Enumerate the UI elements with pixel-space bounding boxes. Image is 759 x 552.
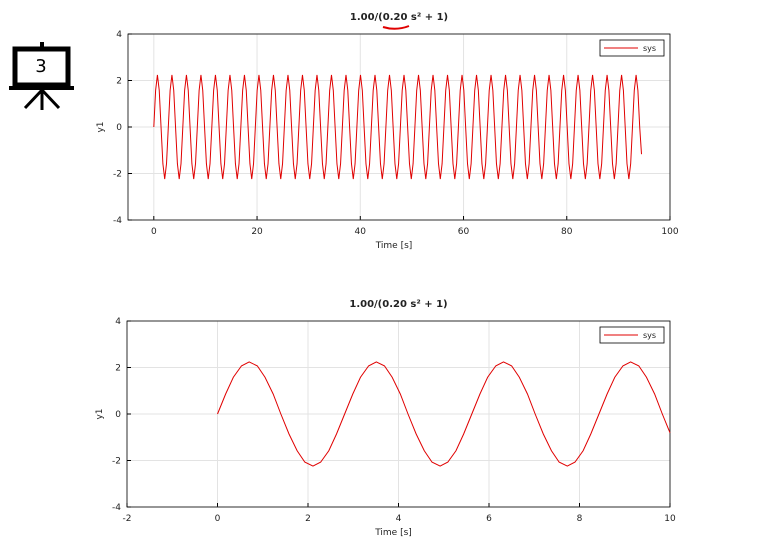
x-tick-label: 10 xyxy=(664,514,676,524)
x-axis-label: Time [s] xyxy=(375,241,413,251)
y-tick-label: 2 xyxy=(115,364,121,374)
y-axis-label: y1 xyxy=(96,121,106,132)
x-axis-label: Time [s] xyxy=(374,528,412,538)
icon-stand xyxy=(23,88,61,110)
y-tick-label: 0 xyxy=(116,123,122,133)
chart-title: 1.00/(0.20 s² + 1) xyxy=(349,299,447,310)
x-tick-label: 6 xyxy=(486,514,492,524)
x-tick-label: 20 xyxy=(251,227,263,237)
x-tick-label: 80 xyxy=(561,227,573,237)
x-tick-label: 100 xyxy=(661,227,678,237)
y-tick-label: 0 xyxy=(115,410,121,420)
y-tick-label: -2 xyxy=(112,457,121,467)
series-line xyxy=(217,361,671,467)
y-tick-label: -4 xyxy=(113,216,122,226)
series-line xyxy=(153,74,643,180)
annotation-underline xyxy=(382,25,410,30)
plot: 0 20 40 60 80 100 -4 -2 0 2 4 1.00/(0.20 s² + 1) Tim… xyxy=(96,12,679,251)
x-tick-label: 8 xyxy=(577,514,583,524)
x-tick-label: 2 xyxy=(305,514,311,524)
x-tick-label: 0 xyxy=(215,514,221,524)
y-tick-label: 4 xyxy=(116,30,122,40)
legend-label: sys xyxy=(643,44,656,53)
y-axis-label: y1 xyxy=(95,408,105,419)
axes-frame xyxy=(127,33,671,221)
icon-board xyxy=(12,46,71,88)
y-tick-label: 2 xyxy=(116,77,122,87)
x-tick-label: 40 xyxy=(355,227,367,237)
icon-label: 3 xyxy=(35,56,46,77)
y-tick-label: -2 xyxy=(113,170,122,180)
chart-title: 1.00/(0.20 s² + 1) xyxy=(350,12,448,23)
x-tick-label: 60 xyxy=(458,227,470,237)
x-tick-label: 4 xyxy=(396,514,402,524)
legend-label: sys xyxy=(643,331,656,340)
slide-icon: 3 xyxy=(9,42,74,110)
x-tick-label: -2 xyxy=(123,514,132,524)
axes-frame xyxy=(126,320,671,508)
legend: sys xyxy=(599,326,665,344)
x-tick-label: 0 xyxy=(151,227,157,237)
y-tick-label: -4 xyxy=(112,503,121,513)
y-tick-label: 4 xyxy=(115,317,121,327)
legend: sys xyxy=(599,39,665,57)
